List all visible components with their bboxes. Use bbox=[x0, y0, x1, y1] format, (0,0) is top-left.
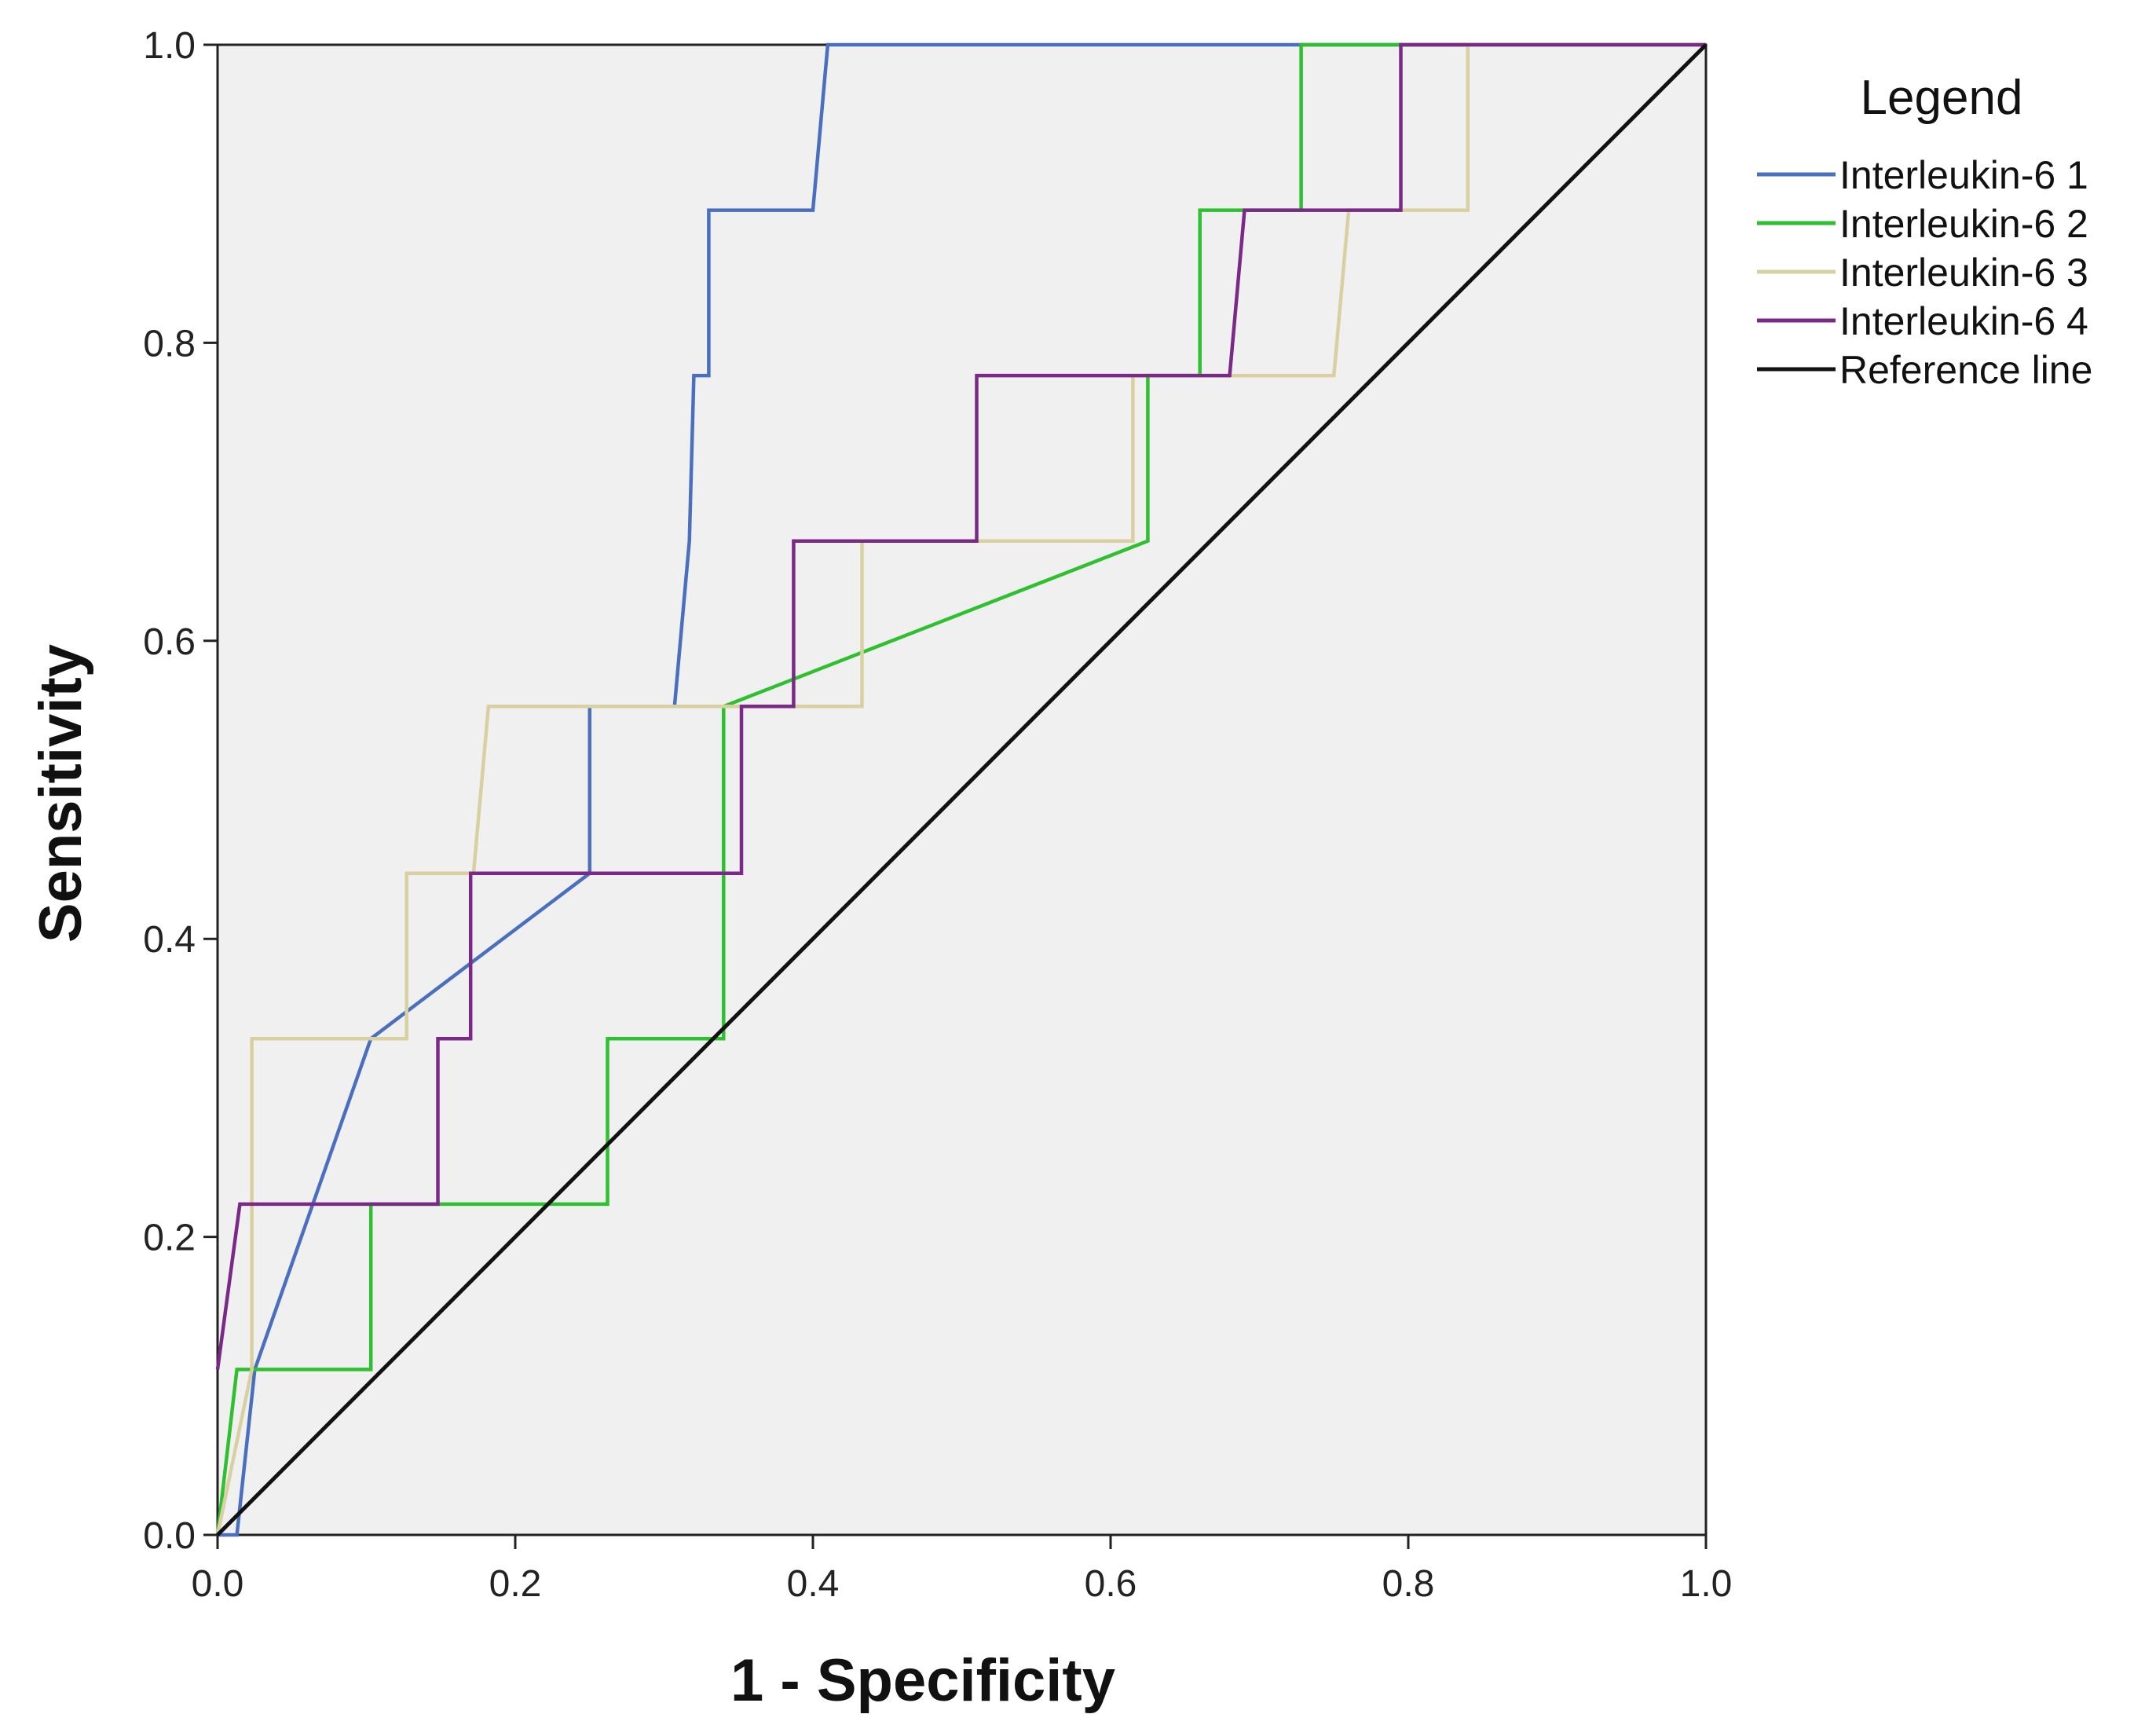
series-line-1 bbox=[218, 42, 1706, 1537]
y-tick-label: 0.8 bbox=[143, 323, 196, 364]
y-tick-label: 1.0 bbox=[143, 25, 196, 67]
series-line-4 bbox=[215, 42, 1706, 1370]
x-tick-label: 0.4 bbox=[787, 1563, 840, 1605]
x-axis-title: 1 - Specificity bbox=[730, 1647, 1115, 1714]
legend-label-1: Interleukin-6 1 bbox=[1839, 153, 2088, 197]
x-tick-label: 0.0 bbox=[192, 1563, 244, 1605]
legend-label-5: Reference line bbox=[1839, 348, 2092, 392]
y-axis-title: Sensitivity bbox=[27, 644, 94, 943]
legend: Legend Interleukin-6 1 Interleukin-6 2 Int… bbox=[1757, 71, 2092, 392]
legend-label-4: Interleukin-6 4 bbox=[1839, 299, 2088, 343]
y-tick-label: 0.6 bbox=[143, 621, 196, 663]
legend-label-2: Interleukin-6 2 bbox=[1839, 202, 2088, 246]
series-line-3 bbox=[215, 42, 1706, 1536]
legend-title: Legend bbox=[1861, 71, 2023, 125]
y-tick-label: 0.0 bbox=[143, 1515, 196, 1557]
y-tick-label: 0.2 bbox=[143, 1218, 196, 1259]
series-layer bbox=[215, 42, 1708, 1537]
y-tick-label: 0.4 bbox=[143, 919, 196, 961]
x-tick-label: 0.2 bbox=[489, 1563, 542, 1605]
axis-layer: 0.0 0.2 0.4 0.6 0.8 1.0 0.0 0.2 0.4 0.6 0.8 1.0 bbox=[143, 25, 1732, 1605]
x-tick-label: 1.0 bbox=[1680, 1563, 1733, 1605]
legend-label-3: Interleukin-6 3 bbox=[1839, 251, 2088, 295]
x-tick-label: 0.6 bbox=[1085, 1563, 1137, 1605]
series-line-5 bbox=[216, 43, 1708, 1536]
x-tick-label: 0.8 bbox=[1382, 1563, 1435, 1605]
